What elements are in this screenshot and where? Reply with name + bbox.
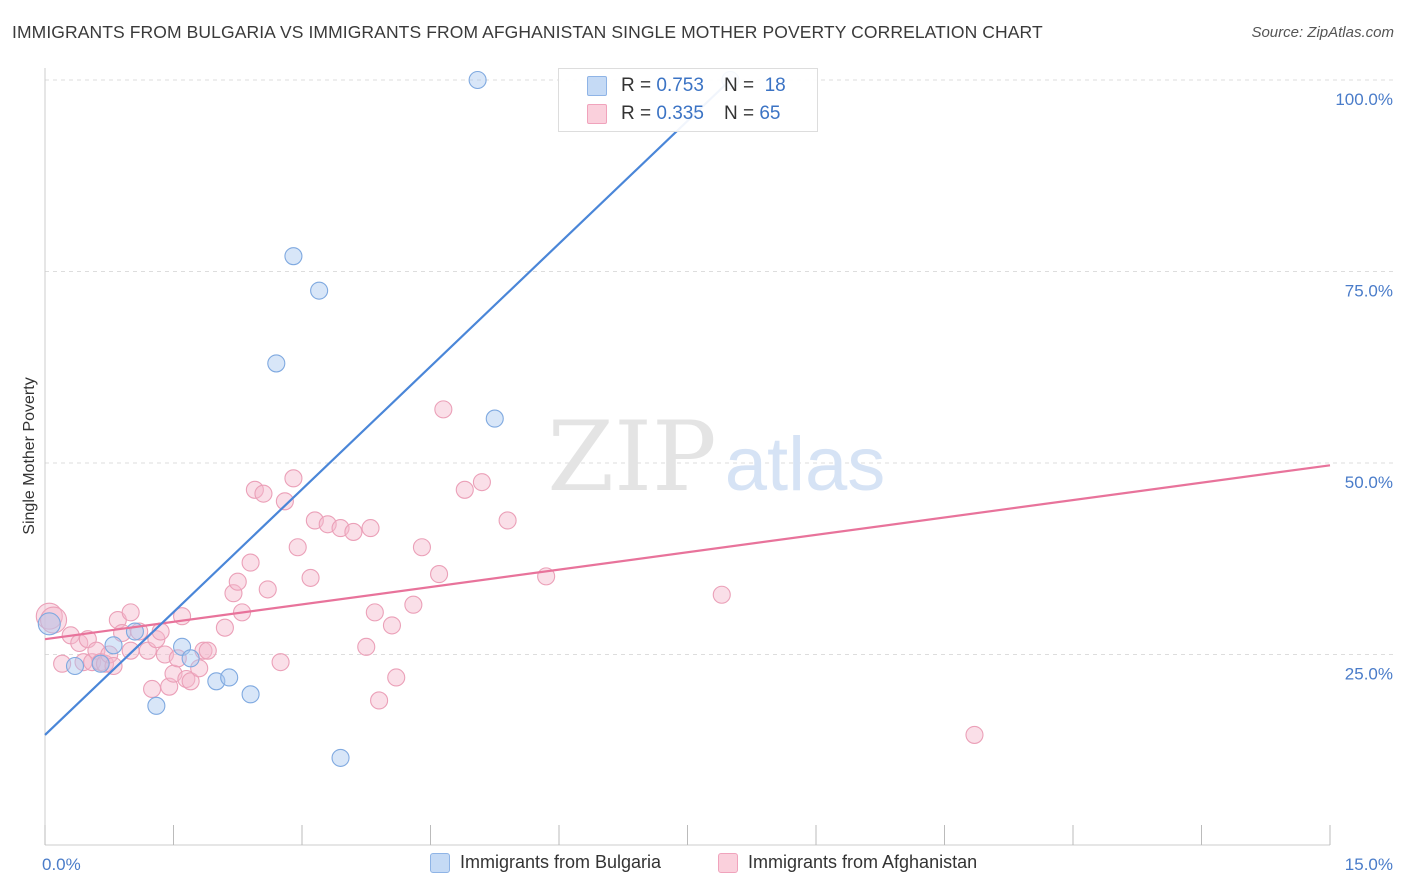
bulgaria-points bbox=[37, 70, 740, 767]
afghanistan-point bbox=[245, 480, 264, 499]
legend-swatch-afghanistan bbox=[587, 104, 607, 124]
bulgaria-point bbox=[220, 668, 239, 687]
afghanistan-point bbox=[228, 572, 247, 591]
x-tick-label: 0.0% bbox=[42, 855, 81, 874]
afghanistan-point bbox=[121, 603, 140, 622]
afghanistan-point bbox=[344, 522, 363, 541]
afghanistan-point bbox=[288, 538, 307, 557]
afghanistan-points bbox=[35, 400, 984, 744]
bulgaria-point bbox=[485, 409, 504, 428]
afghanistan-point bbox=[412, 538, 431, 557]
bulgaria-point bbox=[91, 654, 110, 673]
afghanistan-point bbox=[121, 641, 140, 660]
afghanistan-point bbox=[404, 595, 423, 614]
legend-n-label: N = bbox=[723, 75, 755, 96]
tick-labels: 25.0% 50.0% 75.0% 100.0% 0.0% 15.0% bbox=[42, 90, 1393, 874]
afghanistan-point bbox=[284, 469, 303, 488]
afghanistan-point bbox=[224, 584, 243, 603]
bulgaria-point bbox=[284, 247, 303, 266]
y-tick-label: 25.0% bbox=[1345, 665, 1393, 684]
afghanistan-point bbox=[301, 568, 320, 587]
legend-n-value: 65 bbox=[759, 103, 781, 124]
axes bbox=[44, 68, 1331, 846]
bulgaria-point bbox=[468, 70, 487, 90]
legend-swatch-bulgaria bbox=[587, 76, 607, 96]
afghanistan-point bbox=[472, 473, 491, 492]
afghanistan-point bbox=[168, 649, 187, 668]
afghanistan-point bbox=[143, 679, 162, 699]
chart-title: IMMIGRANTS FROM BULGARIA VS IMMIGRANTS F… bbox=[12, 22, 1043, 42]
afghanistan-point bbox=[387, 668, 406, 687]
legend-r-value: 0.335 bbox=[656, 103, 704, 124]
afghanistan-point bbox=[271, 653, 290, 672]
afghanistan-point bbox=[198, 641, 217, 660]
legend-r-value: 0.753 bbox=[656, 75, 704, 96]
afghanistan-point bbox=[370, 691, 389, 710]
afghanistan-point bbox=[455, 480, 474, 499]
watermark: ZIP atlas bbox=[547, 401, 885, 513]
legend-swatch-afghanistan bbox=[718, 852, 738, 873]
bulgaria-point bbox=[104, 636, 123, 655]
legend-label-afghanistan: Immigrants from Afghanistan bbox=[748, 852, 978, 872]
afghanistan-point bbox=[254, 484, 273, 503]
legend-n-label: N = bbox=[723, 103, 755, 124]
afghanistan-point bbox=[361, 519, 380, 538]
bulgaria-point bbox=[37, 612, 61, 636]
y-tick-label: 50.0% bbox=[1345, 473, 1393, 492]
bulgaria-point bbox=[241, 685, 260, 704]
bulgaria-point bbox=[181, 649, 200, 668]
y-tick-label: 75.0% bbox=[1345, 282, 1393, 301]
bulgaria-point bbox=[331, 748, 350, 767]
bulgaria-point bbox=[65, 656, 85, 676]
afghanistan-point bbox=[965, 725, 984, 744]
afghanistan-point bbox=[430, 565, 449, 584]
afghanistan-point bbox=[241, 553, 260, 572]
x-tick-label: 15.0% bbox=[1345, 855, 1393, 874]
bulgaria-point bbox=[267, 354, 286, 373]
legend-swatch-bulgaria bbox=[430, 852, 450, 873]
legend-row-bulgaria: R = 0.753 N = 18 bbox=[587, 73, 786, 99]
afghanistan-point bbox=[382, 616, 402, 635]
y-tick-label: 100.0% bbox=[1335, 90, 1393, 109]
legend-item-afghanistan[interactable]: Immigrants from Afghanistan bbox=[718, 852, 977, 873]
source-label: Source: ZipAtlas.com bbox=[1251, 24, 1394, 41]
afghanistan-point bbox=[498, 511, 517, 530]
afghanistan-point bbox=[357, 637, 376, 656]
legend-r-label: R = bbox=[621, 103, 652, 124]
legend-r-label: R = bbox=[621, 75, 652, 96]
bulgaria-point bbox=[310, 281, 329, 300]
legend-item-bulgaria[interactable]: Immigrants from Bulgaria bbox=[430, 852, 661, 873]
series-legend: Immigrants from Bulgaria Immigrants from… bbox=[0, 852, 1406, 878]
afghanistan-trend-line bbox=[44, 464, 1331, 641]
legend-row-afghanistan: R = 0.335 N = 65 bbox=[587, 101, 780, 127]
correlation-legend: R = 0.753 N = 18 R = 0.335 N = 65 bbox=[558, 68, 818, 132]
bulgaria-point bbox=[147, 696, 166, 715]
afghanistan-point bbox=[181, 672, 200, 691]
afghanistan-point bbox=[434, 400, 453, 419]
afghanistan-point bbox=[258, 580, 277, 599]
afghanistan-point bbox=[35, 602, 63, 630]
watermark-zip: ZIP bbox=[547, 401, 716, 513]
bulgaria-trend-line bbox=[44, 79, 732, 736]
afghanistan-point bbox=[215, 618, 234, 637]
legend-n-value: 18 bbox=[764, 75, 786, 96]
afghanistan-point bbox=[365, 603, 384, 622]
legend-label-bulgaria: Immigrants from Bulgaria bbox=[460, 852, 662, 872]
trend-lines bbox=[44, 79, 1331, 736]
afghanistan-point bbox=[712, 585, 731, 604]
afghanistan-point bbox=[275, 492, 294, 511]
watermark-atlas: atlas bbox=[725, 422, 886, 507]
